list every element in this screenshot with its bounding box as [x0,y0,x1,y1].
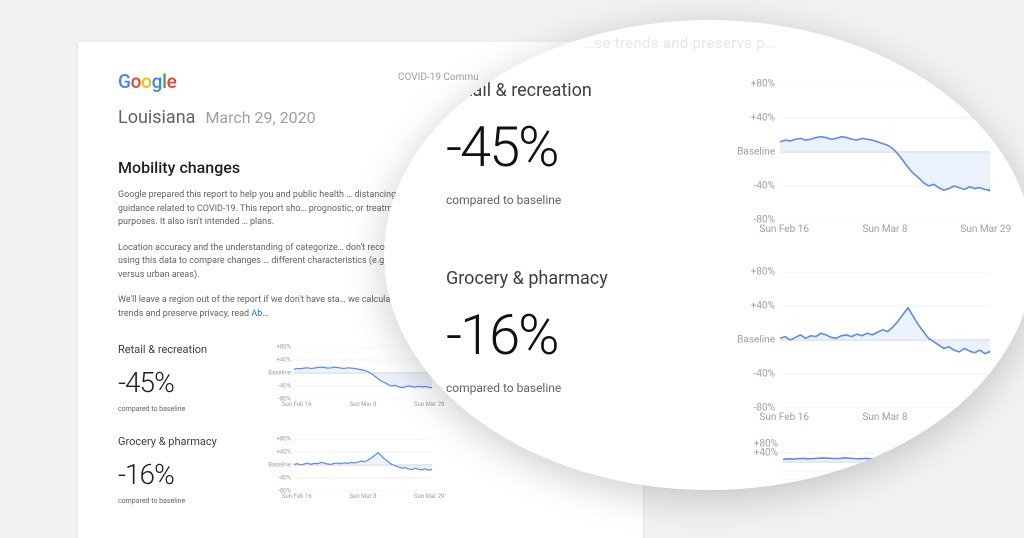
y-axis-label: -40% [754,181,780,192]
x-axis-label: Sun Feb 16 [282,399,312,408]
category-title: Grocery & pharmacy [446,268,686,289]
y-axis-label: +40% [751,301,780,312]
body-paragraph: Location accuracy and the understanding … [118,242,428,283]
x-axis-label: Sun Mar 8 [349,491,376,500]
category-sub: compared to baseline [446,193,686,207]
line-chart: +80%+40%Baseline-40%-80%Sun Feb 16Sun Ma… [726,80,996,240]
magnifier-oval: …se trends and preserve p… Retail & recr… [384,20,1024,490]
category-value: -45% [446,119,686,175]
x-axis-label: Sun Mar 8 [862,408,907,423]
body-paragraph: We'll leave a region out of the report i… [118,294,428,321]
category-block-grocery: Grocery & pharmacy -16% compared to base… [446,268,996,428]
x-axis-label: Sun Feb 16 [759,220,809,235]
body-paragraph: Google prepared this report to help you … [118,189,428,230]
report-date: March 29, 2020 [205,108,315,127]
ghost-text: …se trends and preserve p… [584,34,994,52]
y-axis-label: -40% [278,475,294,482]
y-axis-label: -40% [754,369,780,380]
y-axis-label: +40% [754,448,783,459]
x-axis-label: Sun Feb 16 [759,408,809,423]
y-axis-label: +40% [276,449,294,456]
y-axis-label: +80% [276,344,294,351]
y-axis-label: +40% [276,357,294,364]
category-value: -45% [118,366,238,399]
y-axis-label: +80% [751,267,780,278]
category-title: Retail & recreation [446,80,686,101]
category-sub: compared to baseline [118,497,238,505]
category-sub: compared to baseline [446,381,686,395]
line-chart: +80%+40%Baseline-40%-80%Sun Feb 16Sun Ma… [726,268,996,428]
y-axis-label: +80% [276,436,294,443]
about-link[interactable]: Ab… [251,309,268,319]
y-axis-label: +40% [751,113,780,124]
category-value: -16% [446,307,686,363]
location: Louisiana [118,107,195,128]
x-axis-label: Sun Feb 16 [282,491,312,500]
x-axis-label: Sun Mar 8 [862,220,907,235]
x-axis-label: Sun Mar 29 [414,491,444,500]
y-axis-label: Baseline [737,147,780,158]
category-title: Retail & recreation [118,343,238,356]
y-axis-label: +80% [751,79,780,90]
category-block-retail: Retail & recreation -45% compared to bas… [446,80,996,240]
x-axis-label: Sun Mar 29 [960,408,1011,423]
y-axis-label: Baseline [268,462,294,469]
category-sub: compared to baseline [118,405,238,413]
y-axis-label: Baseline [268,370,294,377]
category-title: Grocery & pharmacy [118,435,238,448]
y-axis-label: Baseline [737,335,780,346]
x-axis-label: Sun Mar 29 [960,220,1011,235]
y-axis-label: -40% [278,383,294,390]
line-chart-partial: +80%+40% [729,440,999,490]
x-axis-label: Sun Mar 8 [349,399,376,408]
category-value: -16% [118,458,238,491]
category-title-partial: …ks [514,458,544,479]
